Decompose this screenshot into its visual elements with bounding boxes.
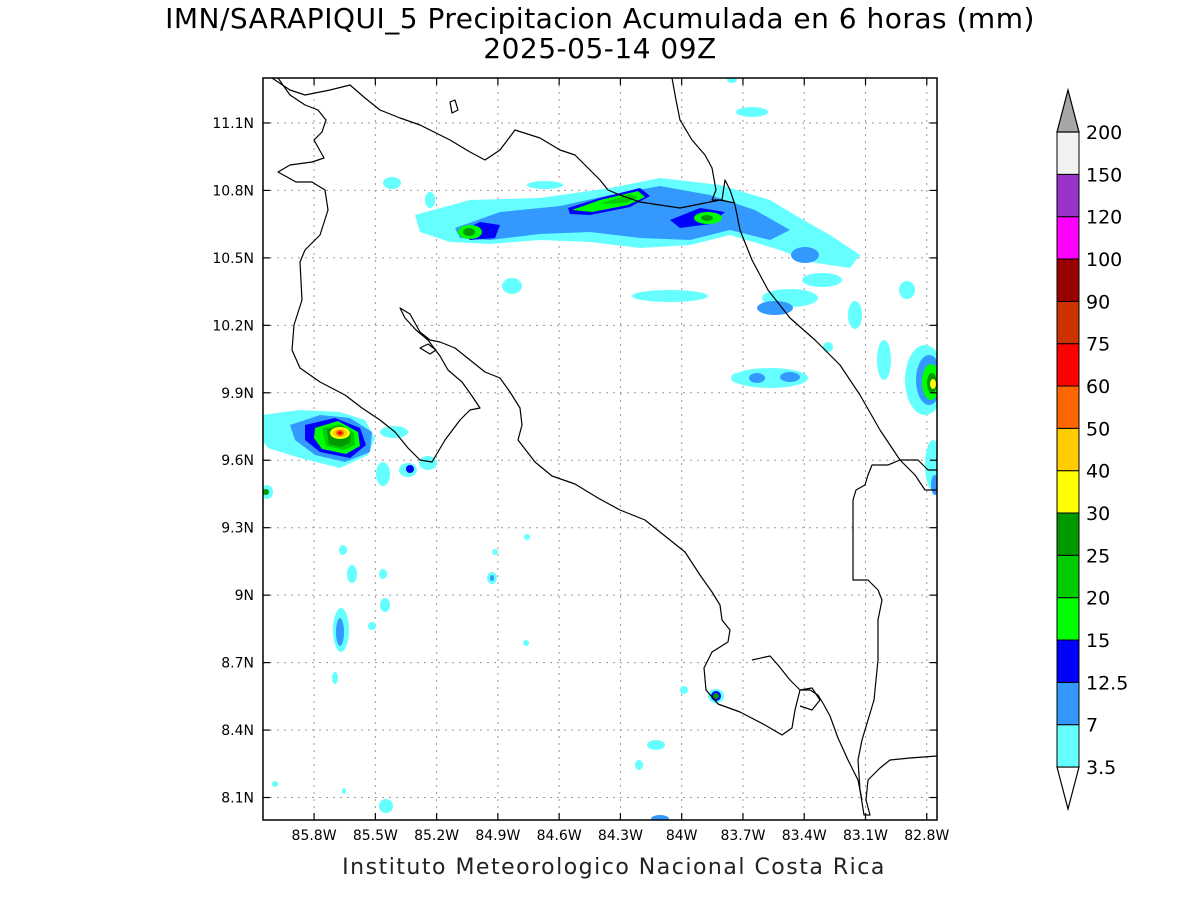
x-tick-label: 85.5W	[353, 828, 398, 844]
colorbar-segment	[1056, 512, 1080, 556]
x-tick-label: 83.7W	[720, 828, 765, 844]
colorbar-label: 120	[1086, 207, 1122, 229]
precip-cell-nicoya	[263, 410, 437, 499]
x-tick-label: 83.1W	[843, 828, 888, 844]
precip-band-north	[383, 107, 915, 380]
colorbar-segment	[1056, 639, 1080, 683]
x-tick-label: 84.3W	[598, 828, 643, 844]
island-2	[419, 343, 437, 355]
colorbar-segment	[1056, 343, 1080, 387]
map-title: IMN/SARAPIQUI_5 Precipitacion Acumulada …	[165, 2, 1035, 35]
y-tick-label: 9.9N	[221, 386, 254, 402]
colorbar-label: 40	[1086, 461, 1110, 483]
colorbar-label: 50	[1086, 418, 1110, 440]
plot-frame	[262, 77, 938, 821]
precip-cell-caribbean	[905, 345, 937, 495]
colorbar-label: 150	[1086, 164, 1122, 186]
colorbar-label: 200	[1086, 122, 1122, 144]
lake-nicaragua	[271, 78, 609, 191]
coastlines	[271, 78, 937, 816]
x-tick-label: 83.4W	[782, 828, 827, 844]
colorbar-label: 100	[1086, 249, 1122, 271]
colorbar-segment	[1056, 597, 1080, 641]
y-axis: 8.1N 8.4N 8.7N 9N 9.3N 9.6N 9.9N 10.2N 10.5N 10.8…	[212, 116, 937, 807]
island-1	[449, 99, 459, 114]
colorbar-segment	[1056, 724, 1080, 768]
colorbar-label: 90	[1086, 291, 1110, 313]
pacific-coast-north	[277, 78, 821, 736]
y-tick-label: 11.1N	[212, 116, 254, 132]
colorbar: 3.5 7 12.5 15 20 25 30 40 50 60 75 90 100 120 150 200	[1056, 87, 1128, 812]
precip-scattered	[272, 78, 808, 820]
lake-nicaragua-east	[671, 78, 937, 491]
colorbar-segment	[1056, 427, 1080, 472]
y-tick-label: 9N	[235, 588, 254, 604]
colorbar-segment	[1056, 216, 1080, 260]
precipitation-layer	[263, 78, 937, 820]
colorbar-label: 75	[1086, 334, 1110, 356]
colorbar-segment	[1056, 385, 1080, 429]
colorbar-segment	[1056, 258, 1080, 302]
colorbar-label: 60	[1086, 376, 1110, 398]
x-axis: 85.8W 85.5W 85.2W 84.9W 84.6W 84.3W 84W 83.7W 83…	[292, 78, 949, 844]
x-tick-label: 85.8W	[292, 828, 337, 844]
osa-peninsula	[751, 655, 863, 801]
y-tick-label: 10.8N	[212, 183, 254, 199]
colorbar-label: 3.5	[1086, 757, 1116, 779]
y-tick-label: 10.2N	[212, 318, 254, 334]
colorbar-min-arrow	[1056, 766, 1080, 812]
x-tick-label: 84.9W	[475, 828, 520, 844]
y-tick-label: 8.7N	[221, 656, 254, 672]
colorbar-segment	[1056, 554, 1080, 599]
x-tick-label: 85.2W	[414, 828, 459, 844]
map-datetime: 2025-05-14 09Z	[483, 32, 717, 65]
colorbar-label: 30	[1086, 503, 1110, 525]
x-tick-label: 82.8W	[904, 828, 949, 844]
y-tick-label: 9.6N	[221, 453, 254, 469]
y-tick-label: 8.1N	[221, 791, 254, 807]
x-tick-label: 84.6W	[537, 828, 582, 844]
colorbar-segment	[1056, 173, 1080, 218]
colorbar-label: 15	[1086, 630, 1110, 652]
colorbar-label: 12.5	[1086, 672, 1128, 694]
x-tick-label: 84W	[666, 828, 698, 844]
y-tick-label: 9.3N	[221, 521, 254, 537]
map-footer: Instituto Meteorologico Nacional Costa R…	[342, 855, 886, 880]
nicaragua-border	[607, 189, 736, 209]
colorbar-label: 20	[1086, 588, 1110, 610]
colorbar-segment	[1056, 131, 1080, 175]
colorbar-max-arrow	[1056, 87, 1080, 133]
y-tick-label: 8.4N	[221, 723, 254, 739]
colorbar-segment	[1056, 300, 1080, 345]
colorbar-label: 25	[1086, 545, 1110, 567]
colorbar-label: 7	[1086, 715, 1098, 737]
colorbar-segment	[1056, 681, 1080, 726]
y-tick-label: 10.5N	[212, 251, 254, 267]
colorbar-segment	[1056, 470, 1080, 514]
panama-border	[852, 459, 937, 816]
